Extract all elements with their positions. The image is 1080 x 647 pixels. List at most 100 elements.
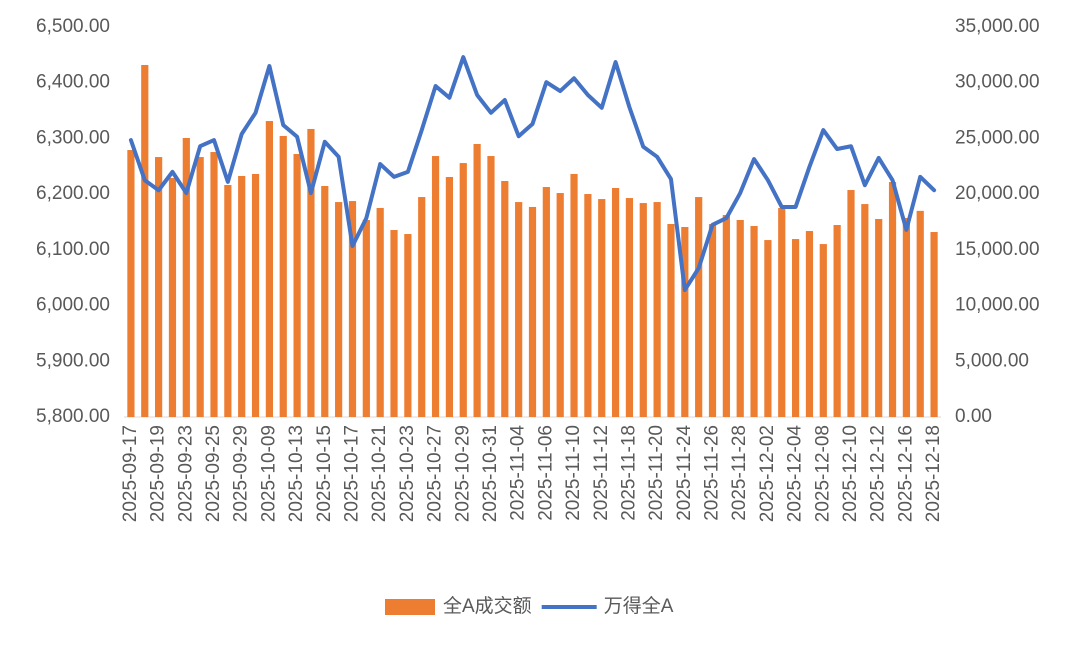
bar (888, 181, 897, 417)
bar (168, 177, 177, 417)
bar (515, 202, 523, 417)
bar (293, 154, 301, 417)
bar (431, 156, 440, 417)
bar (611, 188, 620, 417)
y-tick-label: 6,500.00 (36, 16, 110, 37)
x-tick-label: 2025-12-18 (923, 425, 944, 522)
bar (265, 121, 273, 417)
x-tick-label: 2025-10-13 (286, 425, 307, 522)
bar (875, 218, 883, 417)
bar (930, 232, 938, 417)
x-tick-label: 2025-10-15 (314, 425, 335, 522)
x-tick-label: 2025-12-10 (840, 425, 861, 522)
bar (653, 202, 661, 417)
x-tick-label: 2025-10-27 (425, 425, 446, 522)
y-tick-label: 6,200.00 (36, 183, 110, 204)
bar (833, 225, 841, 417)
bar (625, 198, 634, 417)
y2-tick-label: 0.00 (955, 406, 992, 427)
bar (487, 156, 495, 417)
bar (279, 135, 287, 417)
bar (501, 180, 509, 417)
bar (584, 194, 592, 417)
bar (861, 204, 869, 417)
bar (695, 197, 703, 417)
bar (722, 214, 730, 417)
bar (251, 173, 260, 417)
bar (528, 206, 537, 417)
bar (708, 224, 717, 417)
x-tick-label: 2025-09-19 (148, 425, 169, 522)
legend-label: 全A成交额 (443, 595, 532, 617)
y2-tick-label: 30,000.00 (955, 72, 1040, 93)
x-tick-label: 2025-11-28 (729, 425, 750, 521)
x-tick-label: 2025-11-12 (591, 425, 612, 521)
bar (210, 152, 218, 417)
bar (404, 234, 412, 417)
bar (847, 190, 855, 417)
x-tick-label: 2025-11-10 (563, 425, 584, 521)
bar (542, 187, 550, 417)
y-tick-label: 5,900.00 (36, 350, 110, 371)
x-tick-label: 2025-11-20 (646, 425, 667, 521)
x-tick-label: 2025-10-29 (452, 425, 473, 522)
bar (598, 199, 606, 417)
bar (390, 230, 398, 417)
y2-tick-label: 25,000.00 (955, 127, 1040, 148)
y2-tick-label: 20,000.00 (955, 183, 1040, 204)
bar (792, 239, 800, 417)
y2-tick-label: 5,000.00 (955, 350, 1029, 371)
y-tick-label: 6,400.00 (36, 72, 110, 93)
bar (182, 137, 190, 418)
y2-tick-label: 10,000.00 (955, 295, 1040, 316)
x-tick-label: 2025-12-16 (895, 425, 916, 522)
y-tick-label: 6,000.00 (36, 295, 110, 316)
bar (639, 203, 647, 417)
bar (556, 193, 564, 417)
bar (667, 224, 675, 417)
bar (335, 202, 343, 417)
x-tick-label: 2025-10-23 (397, 425, 418, 522)
bar (459, 163, 467, 417)
bar (196, 157, 204, 417)
bar (224, 185, 232, 417)
x-tick-label: 2025-11-26 (702, 425, 723, 521)
bar (238, 175, 246, 417)
x-tick-label: 2025-10-21 (369, 425, 390, 522)
y2-tick-label: 35,000.00 (955, 16, 1040, 37)
x-tick-label: 2025-12-02 (757, 425, 778, 522)
bar (736, 219, 744, 417)
y-tick-label: 6,300.00 (36, 127, 110, 148)
bar (348, 201, 357, 417)
y-tick-label: 5,800.00 (36, 406, 110, 427)
x-tick-label: 2025-11-24 (674, 425, 695, 521)
bar (127, 150, 135, 417)
y-tick-label: 6,100.00 (36, 239, 110, 260)
x-tick-label: 2025-09-25 (203, 425, 224, 522)
bar (681, 227, 689, 417)
x-tick-label: 2025-09-23 (175, 425, 196, 522)
x-tick-label: 2025-12-04 (785, 425, 806, 523)
legend-swatch (385, 599, 435, 615)
x-tick-label: 2025-10-17 (341, 425, 362, 522)
line (128, 55, 937, 292)
bar (418, 197, 426, 417)
x-tick-label: 2025-09-17 (120, 425, 141, 522)
x-tick-label: 2025-11-06 (535, 425, 556, 521)
bar (916, 210, 924, 417)
bar (321, 186, 329, 417)
x-tick-label: 2025-10-31 (480, 425, 501, 522)
legend-label: 万得全A (604, 595, 674, 617)
bar (362, 219, 370, 417)
bar (750, 226, 758, 417)
bar (473, 144, 481, 417)
bar (764, 240, 772, 417)
y2-tick-label: 15,000.00 (955, 239, 1040, 260)
x-tick-label: 2025-11-04 (508, 425, 529, 521)
bar (902, 217, 910, 417)
bar (445, 176, 454, 417)
bar (155, 157, 163, 417)
x-tick-label: 2025-11-18 (618, 425, 639, 521)
x-tick-label: 2025-12-12 (868, 425, 889, 522)
bar (307, 128, 315, 417)
